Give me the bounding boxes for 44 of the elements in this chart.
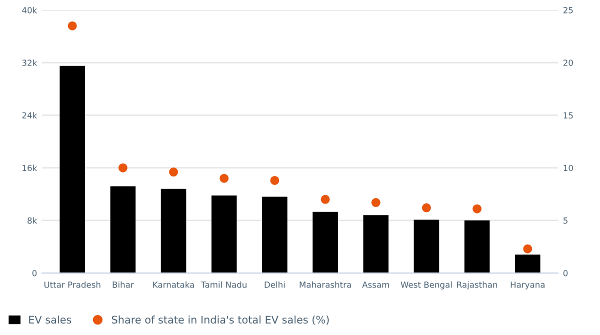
y2-tick-label: 25 — [563, 7, 573, 14]
bar — [60, 66, 85, 274]
x-tick-label: Assam — [362, 282, 389, 288]
y-tick-label: 16k — [22, 164, 38, 172]
bar — [110, 186, 136, 274]
x-tick-label: Bihar — [112, 281, 134, 288]
point — [320, 194, 330, 204]
bar — [262, 196, 288, 274]
y-tick-label: 40k — [22, 6, 38, 14]
bar — [414, 220, 440, 274]
y2-tick-label: 5 — [564, 218, 568, 224]
y2-tick-label: 0 — [563, 270, 568, 276]
bar — [211, 195, 237, 274]
bar — [312, 212, 338, 274]
bar — [464, 220, 490, 274]
point — [422, 203, 431, 212]
point — [118, 163, 128, 172]
point — [523, 244, 532, 254]
x-tick-label: Delhi — [264, 281, 285, 288]
x-tick-label: Tamil Nadu — [201, 281, 246, 288]
y-tick-label: 32k — [22, 59, 38, 66]
y-tick-label: 24k — [22, 112, 38, 118]
x-tick-label: West Bengal — [400, 281, 452, 290]
legend-label: EV sales — [29, 316, 72, 324]
point — [371, 198, 380, 208]
x-tick-label: Rajasthan — [457, 281, 498, 290]
y2-tick-label: 15 — [564, 112, 573, 119]
y-tick-label: 8k — [28, 217, 38, 224]
point — [472, 204, 482, 214]
point — [68, 21, 77, 30]
x-tick-label: Uttar Pradesh — [44, 281, 100, 288]
y-tick-label: 0 — [32, 270, 37, 276]
legend-label: Share of state in India's total EV sales (%) — [112, 316, 329, 325]
x-tick-label: Haryana — [510, 282, 545, 290]
y2-tick-label: 20 — [563, 60, 573, 66]
x-tick-label: Karnataka — [153, 281, 194, 288]
x-tick-label: Maharashtra — [300, 281, 351, 288]
point — [169, 168, 178, 177]
bar — [363, 215, 389, 274]
bar — [160, 188, 186, 274]
bar — [515, 254, 540, 274]
y2-tick-label: 10 — [564, 164, 573, 172]
point — [270, 176, 280, 185]
point — [220, 174, 229, 183]
